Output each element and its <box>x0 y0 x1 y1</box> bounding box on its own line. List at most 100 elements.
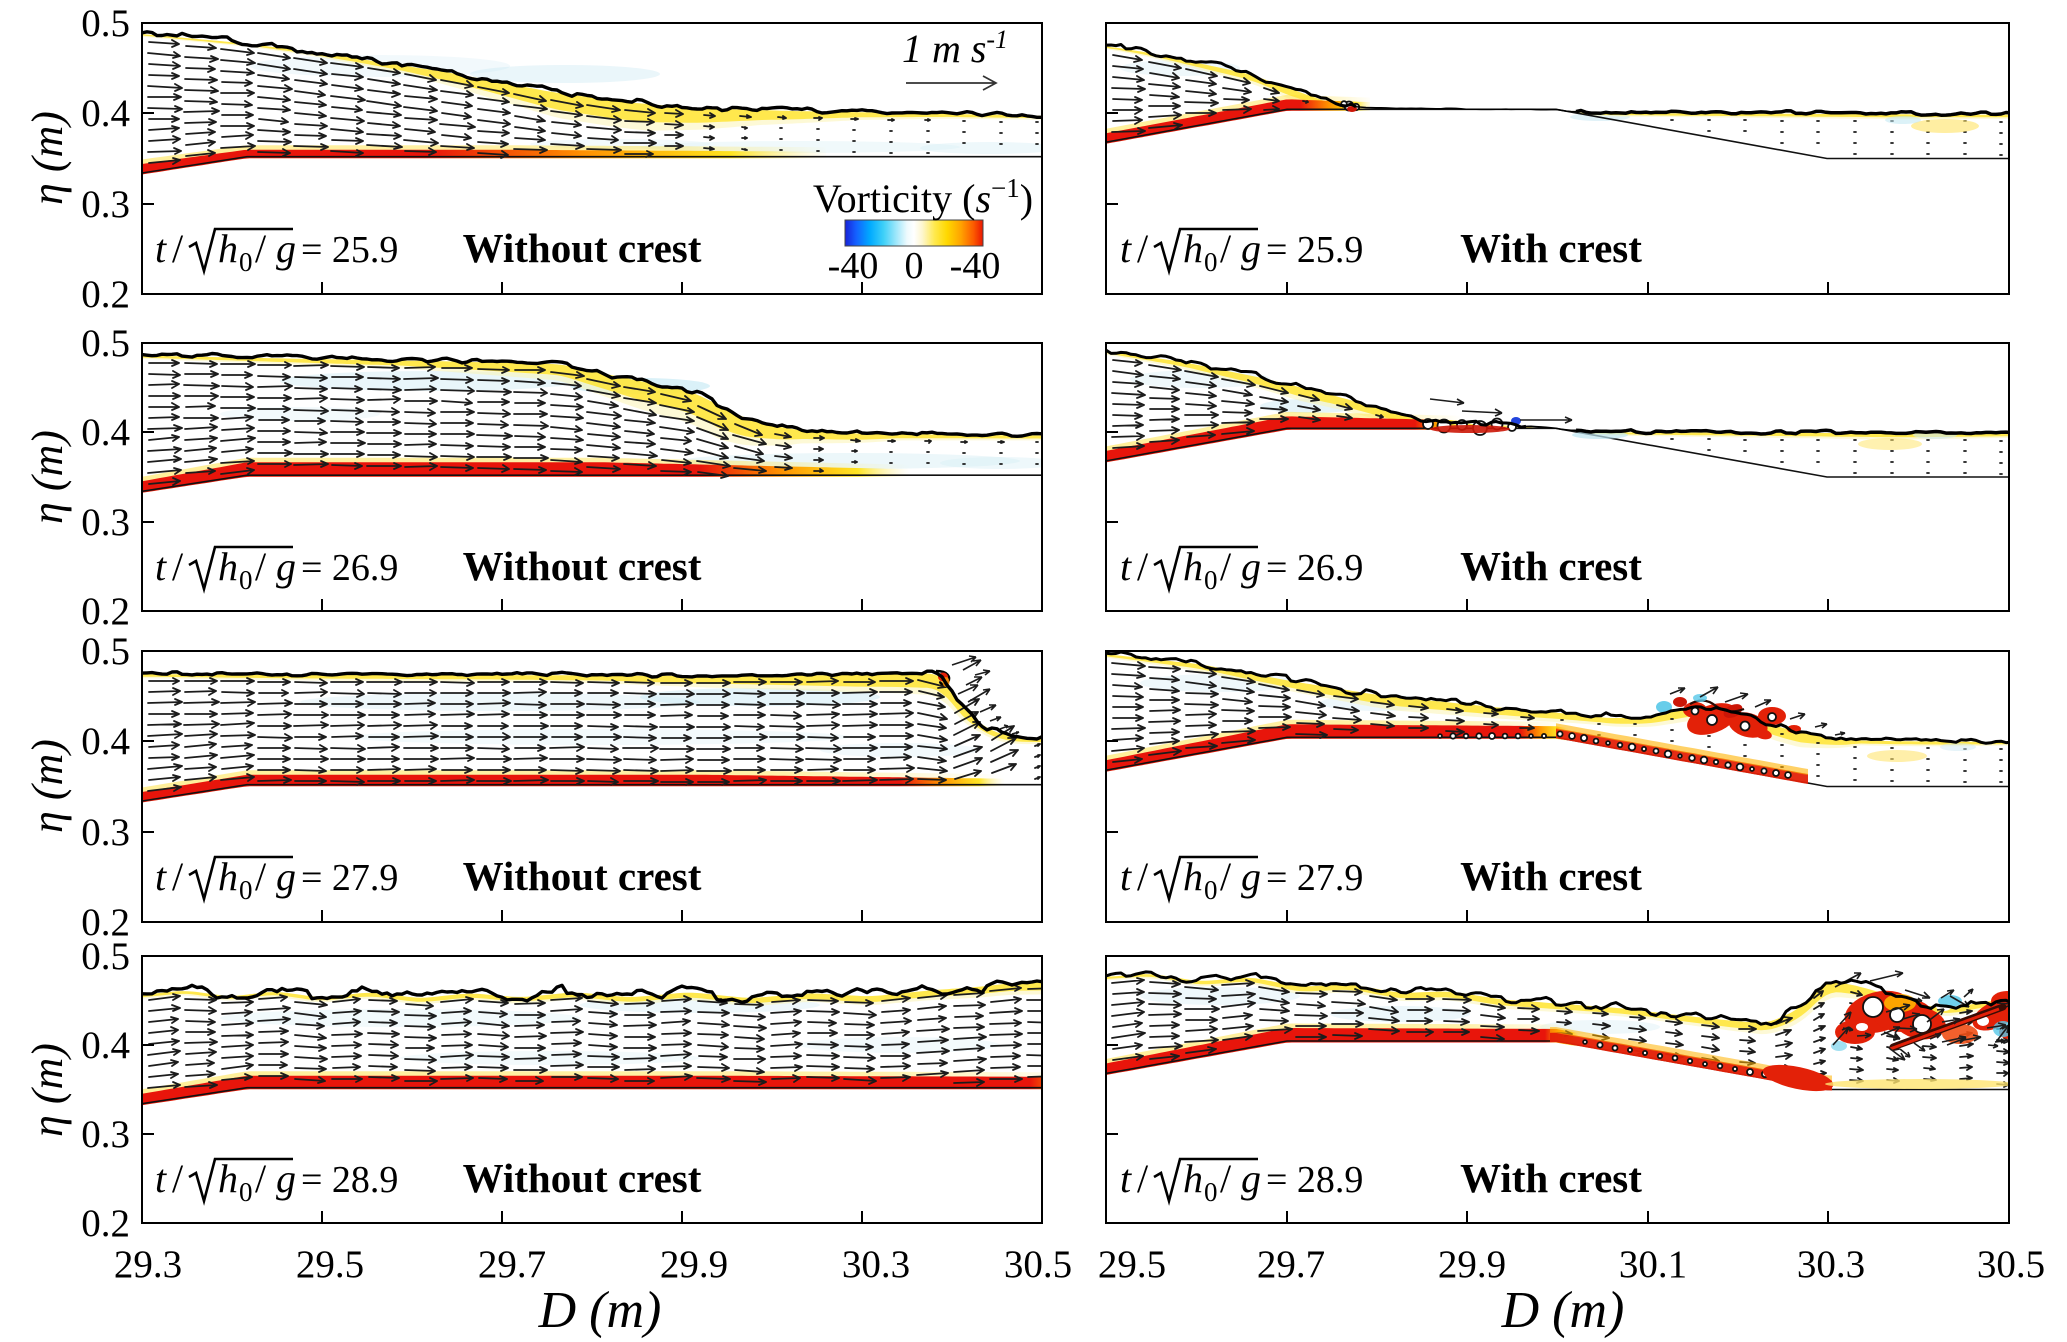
svg-text:30.1: 30.1 <box>1619 1243 1687 1286</box>
svg-text:-40: -40 <box>950 245 1001 287</box>
svg-text:= 27.9: = 27.9 <box>301 857 398 899</box>
svg-text:29.7: 29.7 <box>1257 1243 1325 1286</box>
svg-text:g: g <box>1241 226 1261 271</box>
svg-text:g: g <box>276 1156 296 1201</box>
svg-text:/: / <box>172 854 184 899</box>
svg-text:29.9: 29.9 <box>1438 1243 1506 1286</box>
svg-text:/: / <box>172 226 184 271</box>
svg-text:g: g <box>276 854 296 899</box>
svg-text:h: h <box>1183 1156 1203 1201</box>
svg-text:Without crest: Without crest <box>463 543 702 589</box>
svg-text:30.5: 30.5 <box>1004 1243 1072 1286</box>
svg-text:D (m): D (m) <box>538 1282 662 1339</box>
svg-text:h: h <box>1183 544 1203 589</box>
svg-text:g: g <box>276 226 296 271</box>
svg-text:30.3: 30.3 <box>1797 1243 1865 1286</box>
svg-text:η (m): η (m) <box>23 1043 72 1137</box>
svg-text:= 25.9: = 25.9 <box>301 229 398 271</box>
svg-text:/: / <box>1220 226 1232 271</box>
svg-text:/: / <box>1137 854 1149 899</box>
svg-text:/: / <box>255 1156 267 1201</box>
svg-text:29.5: 29.5 <box>1098 1243 1166 1286</box>
svg-text:Without crest: Without crest <box>463 225 702 271</box>
svg-text:η (m): η (m) <box>23 430 72 524</box>
svg-text:0.3: 0.3 <box>81 1113 130 1156</box>
svg-text:/: / <box>1137 226 1149 271</box>
svg-text:t: t <box>1120 226 1132 271</box>
svg-text:t: t <box>155 226 167 271</box>
svg-text:0.4: 0.4 <box>81 411 130 454</box>
svg-text:0.2: 0.2 <box>81 590 130 633</box>
svg-text:g: g <box>1241 854 1261 899</box>
svg-text:Without crest: Without crest <box>463 853 702 899</box>
svg-text:g: g <box>276 544 296 589</box>
svg-text:h: h <box>1183 854 1203 899</box>
svg-text:29.5: 29.5 <box>296 1243 364 1286</box>
svg-text:0.5: 0.5 <box>81 322 130 365</box>
svg-text:29.9: 29.9 <box>660 1243 728 1286</box>
svg-text:g: g <box>1241 544 1261 589</box>
svg-text:With crest: With crest <box>1460 1155 1642 1201</box>
svg-text:/: / <box>255 854 267 899</box>
svg-text:0: 0 <box>1204 247 1218 277</box>
svg-text:0: 0 <box>905 245 924 287</box>
svg-text:h: h <box>218 854 238 899</box>
svg-text:0.3: 0.3 <box>81 811 130 854</box>
svg-text:D (m): D (m) <box>1501 1282 1625 1339</box>
svg-text:= 28.9: = 28.9 <box>301 1159 398 1201</box>
svg-text:t: t <box>1120 1156 1132 1201</box>
svg-text:η (m): η (m) <box>23 111 72 205</box>
svg-text:= 27.9: = 27.9 <box>1266 857 1363 899</box>
svg-text:t: t <box>155 1156 167 1201</box>
svg-text:= 26.9: = 26.9 <box>301 547 398 589</box>
svg-text:With crest: With crest <box>1460 853 1642 899</box>
svg-text:/: / <box>1220 854 1232 899</box>
svg-text:0.5: 0.5 <box>81 935 130 978</box>
svg-text:0: 0 <box>239 1177 253 1207</box>
svg-text:h: h <box>218 1156 238 1201</box>
svg-text:t: t <box>1120 544 1132 589</box>
svg-text:t: t <box>1120 854 1132 899</box>
svg-text:= 28.9: = 28.9 <box>1266 1159 1363 1201</box>
svg-text:0: 0 <box>1204 565 1218 595</box>
svg-text:0.2: 0.2 <box>81 1202 130 1245</box>
svg-text:0.2: 0.2 <box>81 273 130 316</box>
svg-text:0: 0 <box>239 565 253 595</box>
svg-text:/: / <box>172 1156 184 1201</box>
svg-text:h: h <box>218 226 238 271</box>
svg-text:g: g <box>1241 1156 1261 1201</box>
svg-text:30.3: 30.3 <box>842 1243 910 1286</box>
svg-text:/: / <box>1137 544 1149 589</box>
svg-text:0.4: 0.4 <box>81 1024 130 1067</box>
svg-text:h: h <box>218 544 238 589</box>
svg-text:/: / <box>1137 1156 1149 1201</box>
svg-text:t: t <box>155 544 167 589</box>
svg-text:/: / <box>1220 544 1232 589</box>
svg-text:29.3: 29.3 <box>114 1243 182 1286</box>
svg-text:= 25.9: = 25.9 <box>1266 229 1363 271</box>
svg-text:η (m): η (m) <box>23 739 72 833</box>
svg-text:/: / <box>255 544 267 589</box>
svg-text:= 26.9: = 26.9 <box>1266 547 1363 589</box>
svg-text:0.2: 0.2 <box>81 901 130 944</box>
svg-text:-40: -40 <box>828 245 879 287</box>
svg-text:0: 0 <box>239 247 253 277</box>
svg-text:0: 0 <box>1204 1177 1218 1207</box>
svg-text:0.5: 0.5 <box>81 2 130 45</box>
svg-text:0: 0 <box>1204 875 1218 905</box>
svg-text:29.7: 29.7 <box>478 1243 546 1286</box>
svg-text:Without crest: Without crest <box>463 1155 702 1201</box>
svg-text:With crest: With crest <box>1460 543 1642 589</box>
svg-text:0.4: 0.4 <box>81 720 130 763</box>
svg-text:30.5: 30.5 <box>1977 1243 2045 1286</box>
svg-text:0: 0 <box>239 875 253 905</box>
svg-text:With crest: With crest <box>1460 225 1642 271</box>
svg-text:0.3: 0.3 <box>81 501 130 544</box>
svg-text:0.4: 0.4 <box>81 92 130 135</box>
svg-text:h: h <box>1183 226 1203 271</box>
svg-text:0.3: 0.3 <box>81 183 130 226</box>
svg-text:/: / <box>1220 1156 1232 1201</box>
svg-text:t: t <box>155 854 167 899</box>
svg-text:/: / <box>255 226 267 271</box>
svg-text:0.5: 0.5 <box>81 630 130 673</box>
